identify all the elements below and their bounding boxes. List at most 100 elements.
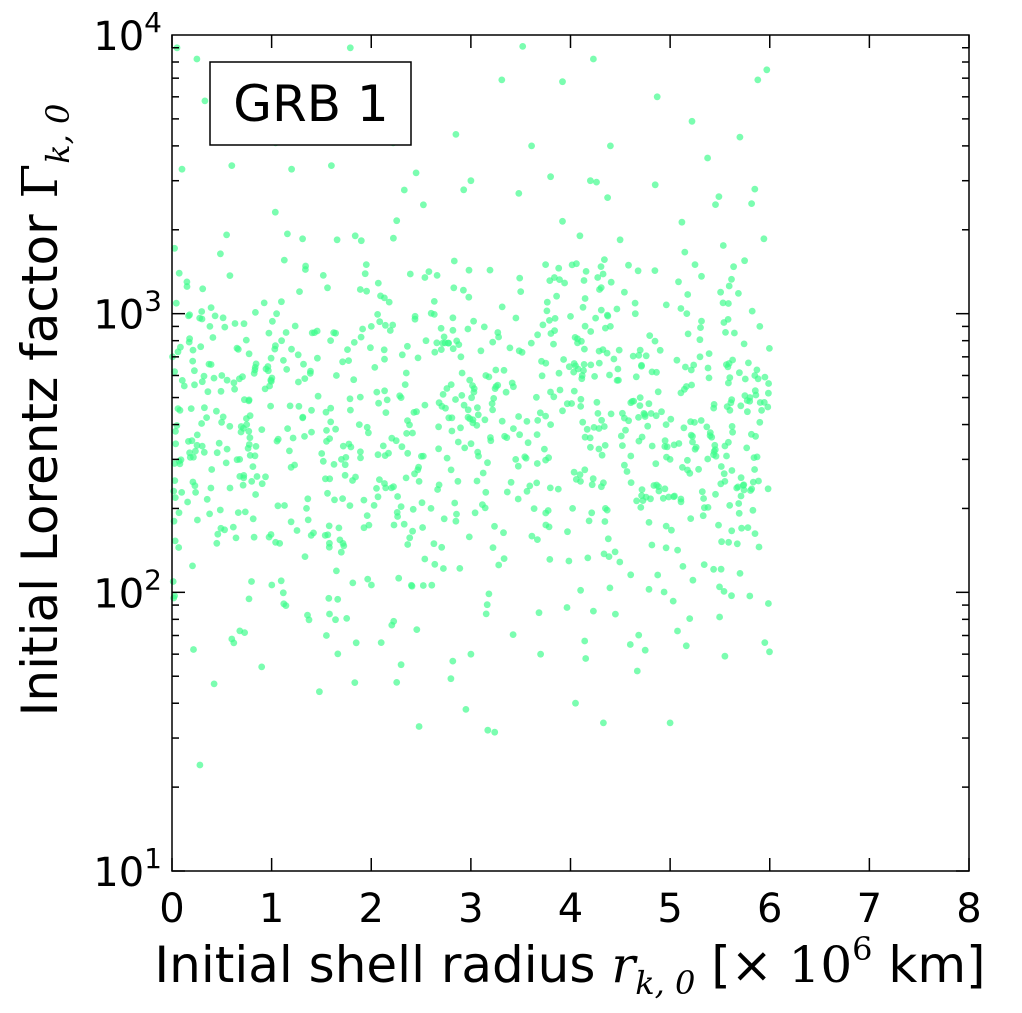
- data-point: [550, 393, 558, 401]
- data-point: [485, 373, 493, 381]
- data-point: [495, 561, 503, 569]
- data-point: [703, 423, 711, 431]
- data-point: [233, 456, 241, 464]
- x-tick-label: 2: [359, 886, 384, 932]
- data-point: [651, 181, 659, 189]
- data-point: [697, 324, 704, 331]
- data-point: [470, 388, 478, 396]
- data-point: [184, 498, 192, 506]
- data-point: [189, 346, 197, 354]
- data-point: [379, 442, 387, 450]
- data-point: [376, 476, 383, 483]
- data-point: [579, 418, 587, 426]
- data-point: [641, 646, 649, 654]
- data-point: [485, 590, 493, 598]
- data-point: [560, 356, 567, 363]
- data-point: [356, 286, 364, 293]
- data-point: [751, 466, 758, 473]
- data-point: [597, 284, 605, 291]
- data-point: [190, 646, 197, 653]
- data-point: [323, 427, 330, 434]
- data-point: [473, 477, 481, 485]
- data-point: [217, 524, 225, 532]
- data-point: [376, 318, 384, 326]
- data-point: [467, 650, 475, 658]
- data-point: [357, 448, 364, 456]
- data-point: [728, 423, 736, 430]
- data-point: [528, 142, 535, 150]
- data-point: [239, 373, 246, 381]
- data-point: [210, 680, 218, 688]
- data-point: [431, 348, 439, 356]
- data-point: [729, 428, 736, 436]
- data-point: [502, 388, 510, 396]
- data-point: [679, 464, 686, 471]
- data-point: [448, 414, 456, 422]
- data-point: [564, 528, 571, 536]
- data-point: [334, 650, 342, 658]
- data-point: [754, 375, 762, 383]
- data-point: [699, 512, 707, 520]
- data-point: [619, 409, 626, 417]
- data-point: [324, 284, 331, 292]
- data-point: [733, 484, 741, 492]
- data-point: [690, 361, 698, 369]
- data-point: [725, 438, 732, 446]
- data-point: [395, 574, 403, 582]
- data-point: [268, 374, 276, 382]
- data-point: [495, 333, 502, 341]
- data-point: [489, 544, 497, 551]
- data-point: [213, 407, 220, 415]
- data-point: [486, 266, 494, 274]
- data-point: [743, 444, 751, 452]
- data-point: [457, 353, 465, 361]
- data-point: [764, 485, 772, 493]
- data-point: [594, 274, 602, 281]
- data-point: [736, 570, 744, 577]
- data-point: [723, 403, 731, 410]
- data-point: [483, 601, 491, 609]
- data-point: [688, 117, 696, 125]
- data-point: [302, 266, 309, 273]
- data-point: [647, 410, 655, 417]
- data-point: [196, 761, 204, 769]
- data-point: [645, 400, 653, 408]
- data-point: [477, 347, 485, 355]
- data-point: [592, 314, 599, 322]
- data-point: [449, 345, 457, 353]
- data-point: [507, 478, 515, 486]
- data-point: [590, 55, 597, 63]
- data-point: [245, 595, 253, 603]
- data-point: [352, 639, 360, 647]
- data-point: [299, 413, 307, 421]
- annotation-box: GRB 1: [209, 61, 412, 146]
- data-point: [390, 521, 398, 529]
- data-point: [279, 589, 287, 597]
- data-point: [607, 278, 615, 286]
- data-point: [458, 392, 466, 399]
- data-point: [470, 317, 477, 325]
- data-point: [408, 582, 416, 590]
- data-point: [335, 524, 343, 532]
- data-point: [336, 536, 344, 544]
- data-point: [681, 248, 689, 256]
- data-point: [245, 441, 253, 448]
- data-point: [641, 411, 649, 418]
- data-point: [603, 506, 611, 514]
- data-point: [204, 388, 212, 396]
- data-point: [546, 556, 554, 563]
- data-point: [506, 344, 514, 352]
- data-point: [635, 437, 643, 445]
- data-point: [684, 291, 692, 298]
- data-point: [412, 169, 420, 177]
- data-point: [577, 395, 585, 403]
- data-point: [410, 409, 418, 416]
- data-point: [194, 516, 201, 524]
- data-point: [462, 706, 470, 713]
- data-point: [651, 267, 659, 274]
- data-point: [385, 298, 393, 306]
- data-point: [393, 679, 401, 686]
- x-tick-label: 4: [558, 886, 583, 932]
- data-point: [528, 532, 536, 540]
- data-point: [248, 578, 255, 585]
